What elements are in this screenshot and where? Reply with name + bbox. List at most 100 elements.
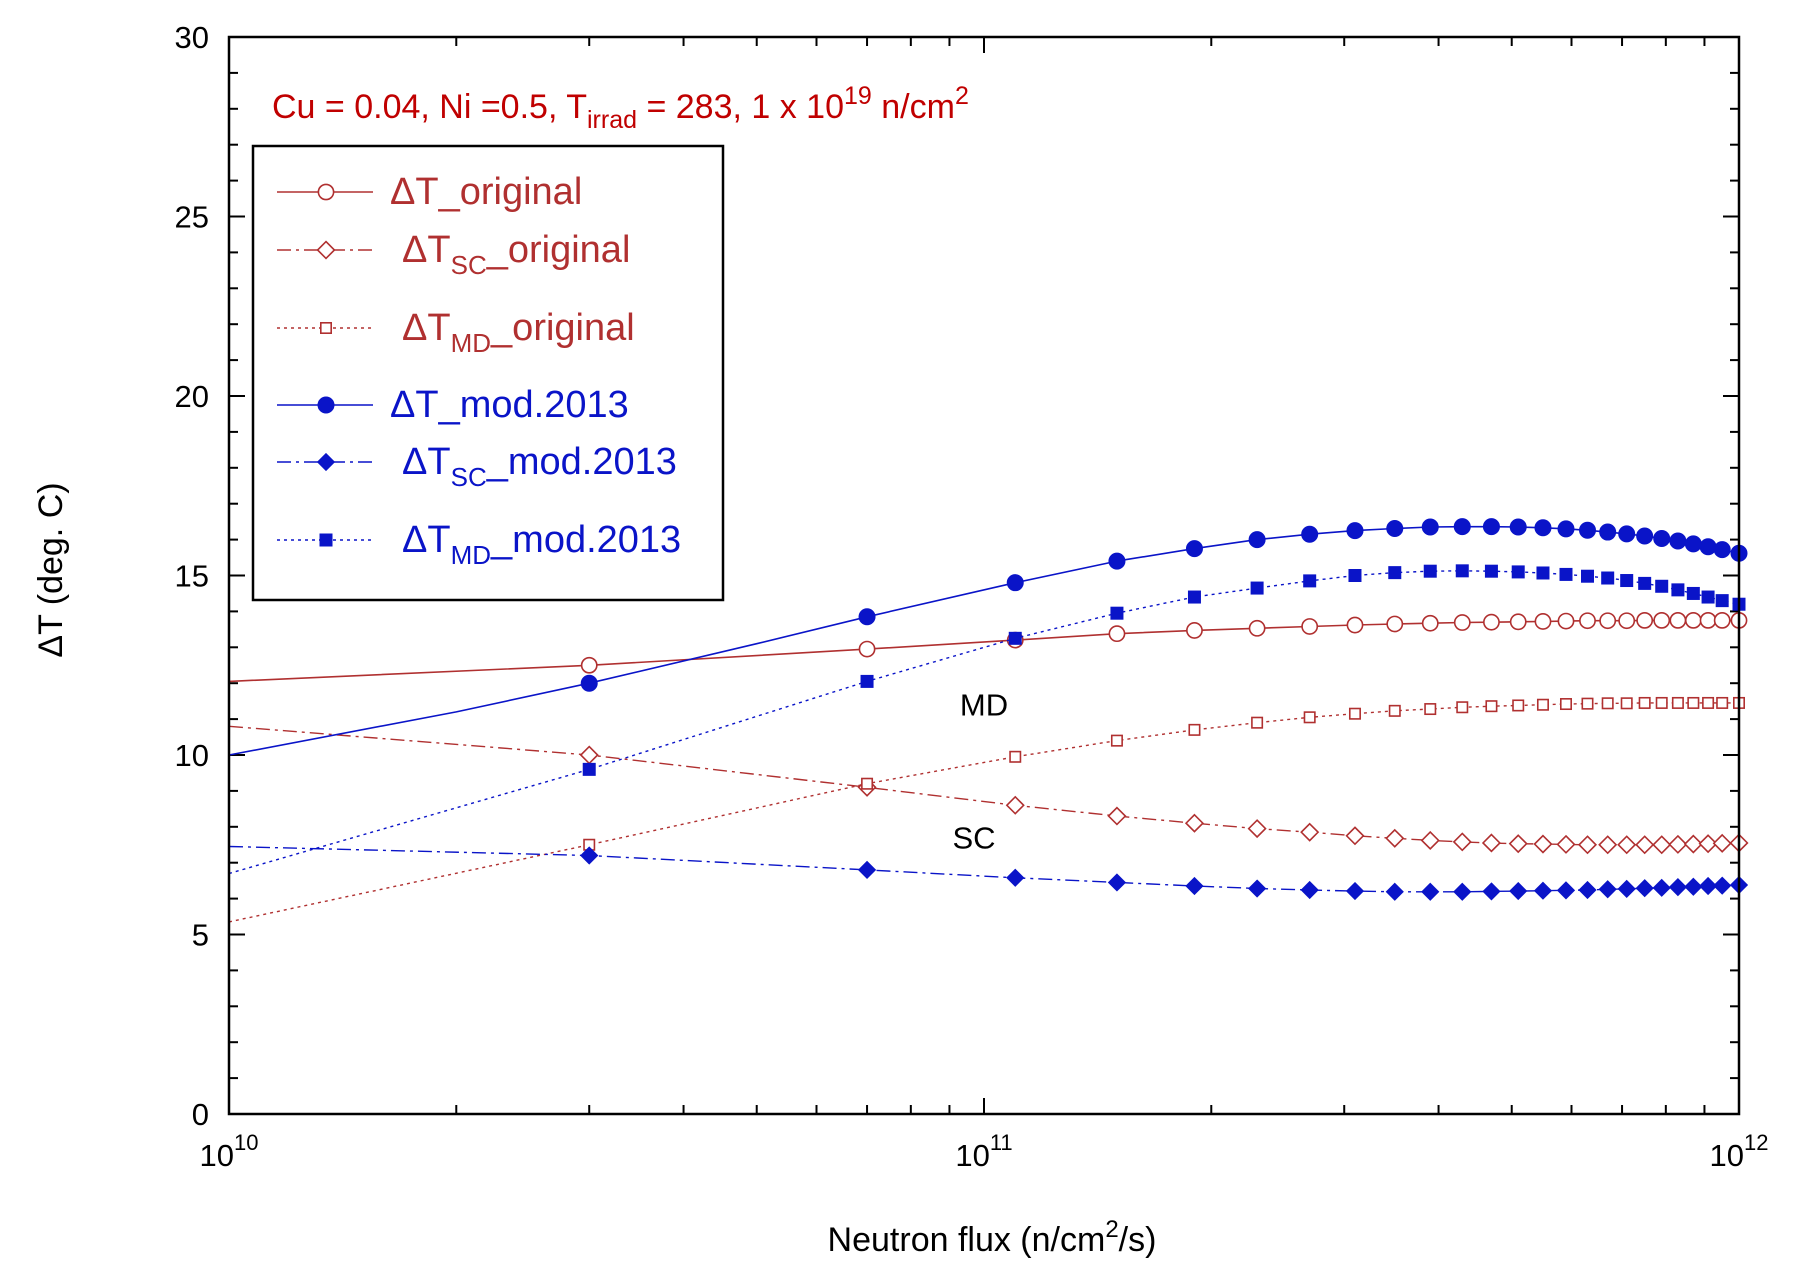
data-point: [1511, 565, 1525, 579]
data-point: [1005, 795, 1025, 815]
data-point: [1702, 696, 1715, 709]
data-point: [1533, 881, 1553, 900]
data-point: [1508, 834, 1528, 854]
legend-label-main: ΔT: [402, 229, 451, 271]
data-point: [1687, 696, 1700, 709]
data-point: [1599, 612, 1617, 630]
legend-label-suffix: _mod.2013: [486, 441, 677, 483]
legend-label-suffix: _original: [438, 171, 583, 213]
data-point: [1346, 522, 1364, 540]
data-point: [1303, 574, 1317, 588]
data-point: [1452, 832, 1472, 852]
legend-label: ΔTMD_mod.2013: [402, 519, 681, 570]
legend-label-main: ΔT: [390, 384, 439, 426]
series-line: [228, 570, 1740, 875]
legend-label-main: ΔT: [402, 307, 451, 349]
data-point: [1534, 613, 1552, 630]
data-point: [1598, 880, 1617, 899]
data-point: [1579, 612, 1596, 630]
data-point: [1251, 716, 1264, 729]
data-point: [1509, 613, 1527, 631]
data-point: [1110, 606, 1124, 620]
annotation-sc: SC: [952, 820, 995, 855]
data-point: [1301, 525, 1319, 543]
x-axis-title-pre: Neutron flux (n/cm: [828, 1221, 1106, 1259]
data-point: [580, 656, 598, 674]
legend-label-main: ΔT: [402, 519, 451, 561]
data-point: [1185, 540, 1203, 558]
data-point: [1684, 877, 1703, 896]
series-0: [228, 611, 1748, 683]
legend-items: ΔT_originalΔTSC_originalΔTMD_originalΔT_…: [277, 171, 681, 570]
data-point: [1620, 697, 1633, 710]
data-point: [858, 640, 876, 658]
x-axis-title: Neutron flux (n/cm2/s): [828, 1216, 1157, 1259]
data-point: [1652, 835, 1672, 855]
annotation-md: MD: [960, 688, 1008, 723]
data-point: [1421, 882, 1440, 901]
data-point: [1557, 612, 1575, 630]
data-point: [1577, 835, 1598, 855]
y-tick-label: 10: [175, 738, 209, 773]
legend-label: ΔTSC_original: [402, 229, 630, 280]
data-point: [1618, 525, 1636, 543]
data-point: [1638, 576, 1652, 590]
data-point: [1620, 574, 1634, 588]
data-point: [1635, 835, 1655, 855]
data-point: [1653, 530, 1671, 548]
data-point: [1247, 819, 1267, 839]
data-point: [1455, 564, 1469, 578]
x-tick-exponent: 11: [990, 1130, 1013, 1155]
data-point: [1581, 697, 1594, 710]
data-point: [1188, 723, 1201, 736]
data-point: [1456, 701, 1469, 714]
data-point: [1655, 579, 1669, 593]
data-point: [1559, 698, 1572, 711]
data-point: [1424, 703, 1437, 716]
data-point: [1715, 594, 1729, 608]
data-point: [1386, 615, 1404, 633]
data-point: [1686, 586, 1700, 600]
data-point: [1655, 696, 1668, 709]
data-point: [1635, 879, 1654, 898]
data-point: [1579, 521, 1597, 539]
data-point: [1008, 631, 1022, 645]
legend-box: [251, 144, 725, 602]
data-point: [1385, 882, 1404, 901]
legend-item-1: ΔTSC_original: [277, 229, 630, 280]
series-line: [228, 845, 1740, 893]
series-line: [228, 702, 1739, 923]
legend-item-5: ΔTMD_mod.2013: [277, 519, 681, 570]
data-point: [1420, 830, 1440, 850]
data-point: [1006, 574, 1024, 592]
data-point: [1423, 564, 1437, 578]
data-point: [1247, 879, 1267, 898]
data-point: [1386, 519, 1404, 537]
legend-label-suffix: _mod.2013: [490, 519, 681, 561]
x-tick-label: 1012: [1710, 1130, 1769, 1173]
data-point: [1346, 616, 1364, 634]
data-point: [1557, 520, 1575, 538]
x-tick-base: 10: [955, 1138, 989, 1173]
legend-label-suffix: _original: [490, 307, 635, 349]
legend-label-sub: MD: [451, 328, 491, 358]
title-sup-unit: 2: [955, 82, 969, 110]
legend-label: ΔT_mod.2013: [390, 384, 629, 426]
data-point: [580, 674, 598, 692]
data-point: [1509, 881, 1528, 901]
data-point: [1683, 834, 1703, 854]
data-point: [1668, 834, 1688, 854]
series-4: [228, 845, 1749, 901]
data-point: [1512, 699, 1525, 712]
data-point: [1300, 880, 1319, 900]
data-point: [1669, 532, 1687, 550]
legend-label-sub: SC: [451, 462, 487, 492]
data-point: [1345, 881, 1365, 901]
data-point: [1300, 822, 1320, 842]
data-point: [858, 608, 876, 626]
data-point: [1671, 696, 1684, 709]
data-point: [1248, 619, 1266, 637]
data-point: [1509, 518, 1527, 536]
x-tick-exponent: 12: [1744, 1130, 1768, 1155]
data-point: [1701, 590, 1715, 604]
